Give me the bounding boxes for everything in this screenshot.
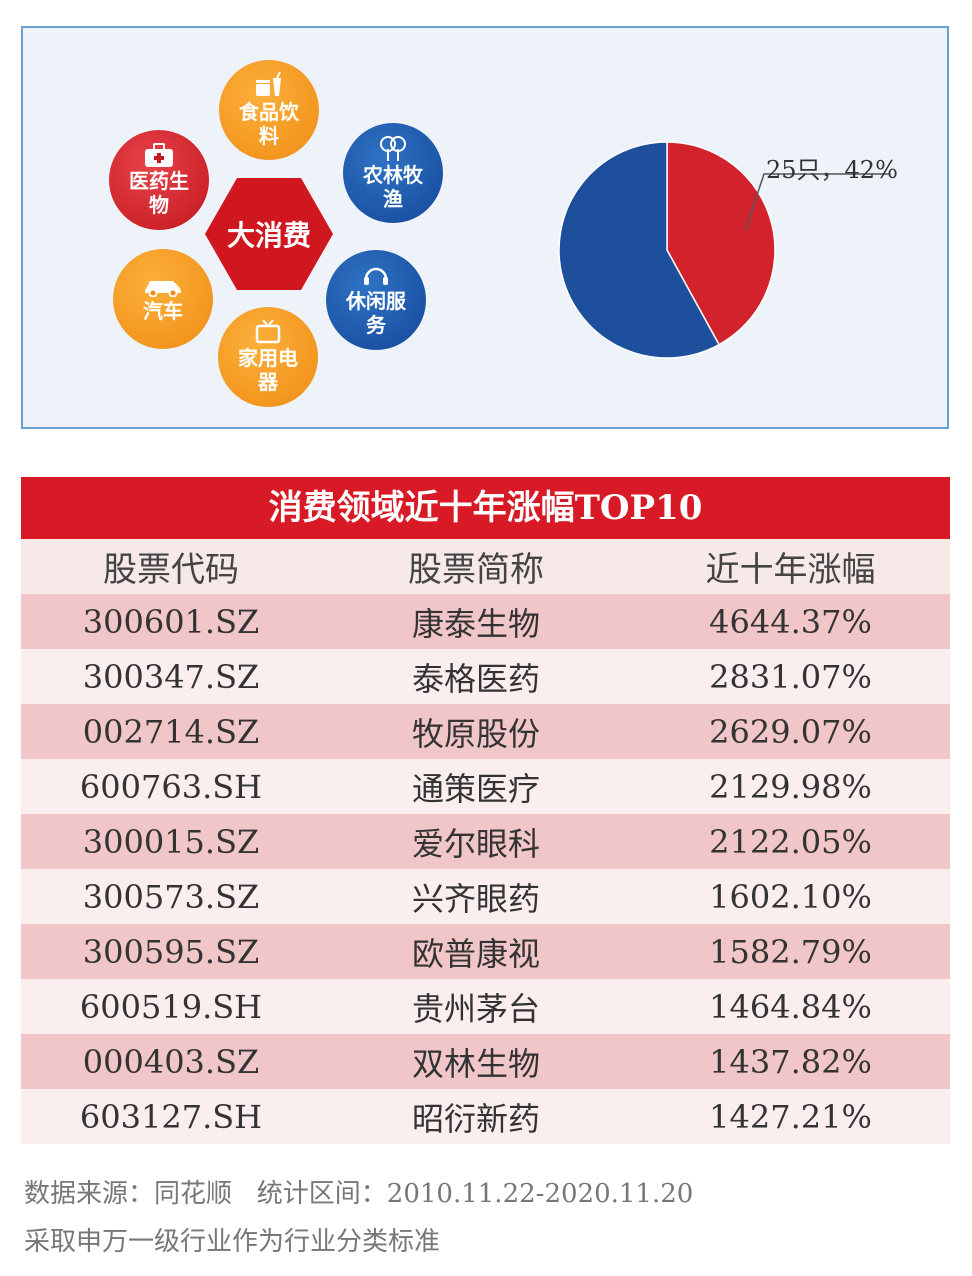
cell-code: 002714.SZ bbox=[82, 712, 260, 751]
cell-gain: 2129.98% bbox=[709, 767, 872, 806]
category-label: 休闲服务 bbox=[346, 289, 406, 337]
cell-gain: 1602.10% bbox=[709, 877, 872, 916]
consumer-infographic-panel bbox=[21, 26, 949, 429]
cell-code: 603127.SH bbox=[79, 1097, 263, 1136]
medical-kit-icon bbox=[145, 143, 173, 167]
table-row: 300595.SZ 欧普康视 1582.79% bbox=[21, 924, 950, 979]
car-icon bbox=[145, 281, 181, 297]
tree-icon bbox=[380, 136, 406, 161]
cell-name: 牧原股份 bbox=[411, 714, 540, 753]
cell-name: 通策医疗 bbox=[411, 769, 540, 808]
cell-code: 300601.SZ bbox=[82, 602, 260, 641]
center-label: 大消费 bbox=[226, 219, 311, 252]
cell-code: 300015.SZ bbox=[82, 822, 260, 861]
pie-chart bbox=[530, 128, 910, 388]
category-label: 家用电器 bbox=[238, 346, 298, 394]
header-name: 股票简称 bbox=[408, 550, 544, 590]
category-label: 农林牧渔 bbox=[363, 163, 423, 211]
cell-gain: 2629.07% bbox=[709, 712, 872, 751]
cell-name: 泰格医药 bbox=[411, 659, 540, 698]
cell-name: 欧普康视 bbox=[411, 934, 540, 973]
table-row: 300573.SZ 兴齐眼药 1602.10% bbox=[21, 869, 950, 924]
cell-name: 康泰生物 bbox=[411, 604, 540, 643]
category-label: 食品饮料 bbox=[239, 100, 299, 148]
cell-gain: 1427.21% bbox=[709, 1097, 872, 1136]
category-label: 汽车 bbox=[143, 299, 183, 323]
pie-chart-svg bbox=[558, 141, 890, 359]
table-row: 000403.SZ 双林生物 1437.82% bbox=[21, 1034, 950, 1089]
pie-slice bbox=[666, 141, 776, 346]
pie-leader-line bbox=[744, 173, 890, 231]
cell-gain: 1582.79% bbox=[709, 932, 872, 971]
cell-name: 兴齐眼药 bbox=[411, 879, 540, 918]
food-drink-icon bbox=[256, 72, 281, 96]
cell-name: 爱尔眼科 bbox=[411, 824, 540, 863]
cell-code: 600763.SH bbox=[79, 767, 263, 806]
table-row: 300015.SZ 爱尔眼科 2122.05% bbox=[21, 814, 950, 869]
tv-icon bbox=[255, 320, 281, 344]
cell-gain: 2831.07% bbox=[709, 657, 872, 696]
top10-table: 消费领域近十年涨幅TOP10 股票代码 股票简称 近十年涨幅 300601.SZ… bbox=[21, 477, 950, 1144]
cell-code: 000403.SZ bbox=[82, 1042, 260, 1081]
table-body: 300601.SZ 康泰生物 4644.37% 300347.SZ 泰格医药 2831.0… bbox=[21, 594, 950, 1144]
header-gain: 近十年涨幅 bbox=[705, 550, 876, 590]
pie-slice bbox=[558, 141, 721, 359]
table-header: 股票代码 股票简称 近十年涨幅 bbox=[21, 539, 950, 594]
category-food-drink: 食品饮料 bbox=[219, 60, 319, 160]
cell-gain: 2122.05% bbox=[709, 822, 872, 861]
category-agriculture: 农林牧渔 bbox=[343, 123, 443, 223]
header-code: 股票代码 bbox=[103, 550, 239, 590]
classification-note: 采取申万一级行业作为行业分类标准 bbox=[24, 1227, 441, 1257]
table-title: 消费领域近十年涨幅TOP10 bbox=[21, 477, 950, 539]
table-row: 300347.SZ 泰格医药 2831.07% bbox=[21, 649, 950, 704]
cell-code: 600519.SH bbox=[79, 987, 263, 1026]
headset-icon bbox=[364, 267, 388, 285]
category-leisure: 休闲服务 bbox=[326, 250, 426, 350]
pie-slice-label: 25只，42% bbox=[766, 156, 898, 184]
table-row: 600519.SH 贵州茅台 1464.84% bbox=[21, 979, 950, 1034]
table-row: 600763.SH 通策医疗 2129.98% bbox=[21, 759, 950, 814]
cell-code: 300573.SZ bbox=[82, 877, 260, 916]
category-label: 医药生物 bbox=[129, 169, 189, 217]
cell-code: 300347.SZ bbox=[82, 657, 260, 696]
table-row: 603127.SH 昭衍新药 1427.21% bbox=[21, 1089, 950, 1144]
source-note: 数据来源：同花顺 统计区间：2010.11.22-2020.11.20 bbox=[24, 1179, 694, 1209]
footer: 数据来源：同花顺 统计区间：2010.11.22-2020.11.20 采取申万… bbox=[24, 1170, 693, 1266]
table-row: 002714.SZ 牧原股份 2629.07% bbox=[21, 704, 950, 759]
category-pharma: 医药生物 bbox=[109, 130, 209, 230]
cell-gain: 1437.82% bbox=[709, 1042, 872, 1081]
table-row: 300601.SZ 康泰生物 4644.37% bbox=[21, 594, 950, 649]
cell-gain: 4644.37% bbox=[709, 602, 872, 641]
cell-code: 300595.SZ bbox=[82, 932, 260, 971]
cell-name: 贵州茅台 bbox=[411, 989, 540, 1028]
category-home-appliance: 家用电器 bbox=[218, 307, 318, 407]
category-auto: 汽车 bbox=[113, 249, 213, 349]
cell-name: 双林生物 bbox=[411, 1044, 540, 1083]
cell-name: 昭衍新药 bbox=[411, 1099, 540, 1138]
cell-gain: 1464.84% bbox=[709, 987, 872, 1026]
